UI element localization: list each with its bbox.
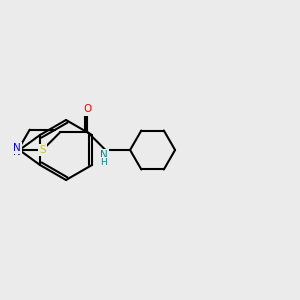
Text: O: O — [83, 104, 92, 115]
Text: N: N — [13, 143, 21, 153]
Text: N: N — [13, 147, 21, 157]
Text: N: N — [100, 150, 108, 161]
Text: H: H — [100, 158, 107, 167]
Text: S: S — [39, 145, 46, 155]
